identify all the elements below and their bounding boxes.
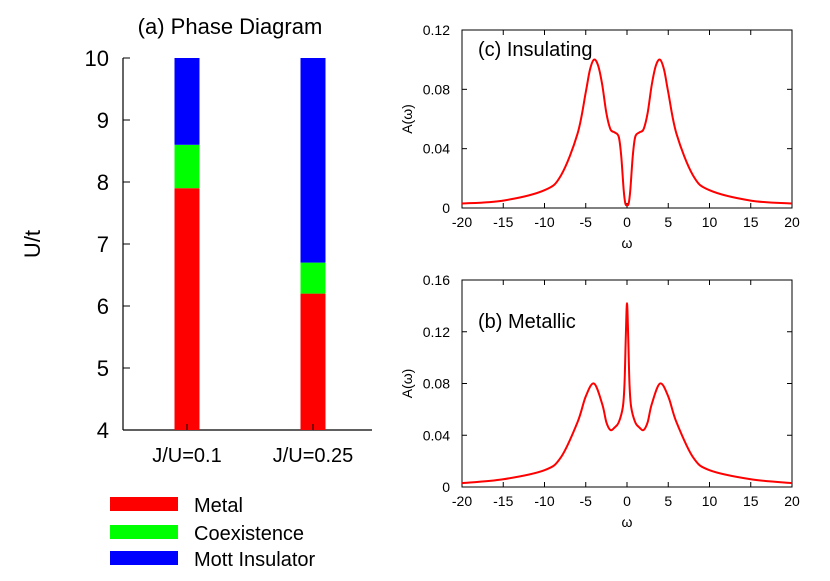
xtick-label: 10 xyxy=(702,493,718,509)
xtick-label: -5 xyxy=(580,493,593,509)
phase-diagram-axes xyxy=(122,58,372,431)
xtick-label: 0 xyxy=(623,493,631,509)
xtick-label: 20 xyxy=(784,493,800,509)
ytick-label: 0.12 xyxy=(423,324,450,340)
bar-mott-insulator-2 xyxy=(300,58,326,263)
phase-ytick-label: 7 xyxy=(97,232,109,257)
y-axis-label: A(ω) xyxy=(399,369,415,399)
ytick-label: 0 xyxy=(442,200,450,216)
phase-ytick-label: 6 xyxy=(97,294,109,319)
xtick-label: 15 xyxy=(743,214,759,230)
y-axis-label: A(ω) xyxy=(399,104,415,134)
x-axis-label: ω xyxy=(622,235,633,251)
ytick-label: 0.08 xyxy=(423,81,450,97)
legend-swatch-mott-insulator xyxy=(110,551,178,565)
xtick-label: -10 xyxy=(534,493,554,509)
phase-diagram-title: (a) Phase Diagram xyxy=(138,14,323,39)
phase-category-label: J/U=0.1 xyxy=(152,445,221,467)
spectral-function-line xyxy=(461,302,793,485)
phase-ytick-label: 8 xyxy=(97,170,109,195)
legend-swatch-coexistence xyxy=(110,525,178,539)
xtick-label: -20 xyxy=(452,493,472,509)
spectral-function-line xyxy=(461,58,793,207)
phase-ytick-label: 9 xyxy=(97,108,109,133)
phase-ytick-label: 4 xyxy=(97,418,109,443)
xtick-label: -20 xyxy=(452,214,472,230)
phase-legend: Metal Coexistence Mott Insulator xyxy=(110,495,316,571)
phase-diagram-ylabel: U/t xyxy=(20,230,45,258)
bar-metal-1 xyxy=(174,188,200,430)
xtick-label: 0 xyxy=(623,214,631,230)
bar-mott-insulator-1 xyxy=(174,58,200,145)
phase-category-label: J/U=0.25 xyxy=(273,445,354,467)
xtick-label: 15 xyxy=(743,493,759,509)
phase-ytick-label: 5 xyxy=(97,356,109,381)
phase-diagram-panel: (a) Phase Diagram U/t 4 5 6 7 8 9 10 J/U=0.1 J/U… xyxy=(20,14,372,467)
bar-coexistence-1 xyxy=(174,144,200,189)
phase-diagram-bars xyxy=(174,58,326,430)
xtick-label: -15 xyxy=(493,493,513,509)
legend-swatch-metal xyxy=(110,497,178,511)
bar-coexistence-2 xyxy=(300,262,326,294)
xtick-label: 5 xyxy=(664,214,672,230)
ytick-label: 0.16 xyxy=(423,272,450,288)
phase-ytick-label: 10 xyxy=(85,46,109,71)
ytick-label: 0.04 xyxy=(423,141,450,157)
xtick-label: 5 xyxy=(664,493,672,509)
ytick-label: 0.12 xyxy=(423,22,450,38)
panel-title: (c) Insulating xyxy=(478,39,593,61)
xtick-label: 20 xyxy=(784,214,800,230)
legend-label: Coexistence xyxy=(194,523,304,545)
ytick-label: 0.08 xyxy=(423,376,450,392)
phase-diagram-ticks: 4 5 6 7 8 9 10 J/U=0.1 J/U=0.25 xyxy=(85,46,354,467)
xtick-label: -10 xyxy=(534,214,554,230)
panel-title: (b) Metallic xyxy=(478,311,576,333)
xtick-label: 10 xyxy=(702,214,718,230)
xtick-label: -15 xyxy=(493,214,513,230)
legend-label: Metal xyxy=(194,495,243,517)
x-axis-label: ω xyxy=(622,514,633,530)
ytick-label: 0.04 xyxy=(423,427,450,443)
bar-metal-2 xyxy=(300,293,326,430)
insulating-spectrum-panel: -20 -15 -10 -5 0 5 10 15 20 0 0.04 0.08 0.12 ω A(ω) (c)… xyxy=(399,22,800,251)
xtick-label: -5 xyxy=(580,214,593,230)
legend-label: Mott Insulator xyxy=(194,549,316,571)
metallic-spectrum-panel: -20 -15 -10 -5 0 5 10 15 20 0 0.04 0.08 0.12 0.16 ω A(ω… xyxy=(399,272,800,530)
ytick-label: 0 xyxy=(442,479,450,495)
